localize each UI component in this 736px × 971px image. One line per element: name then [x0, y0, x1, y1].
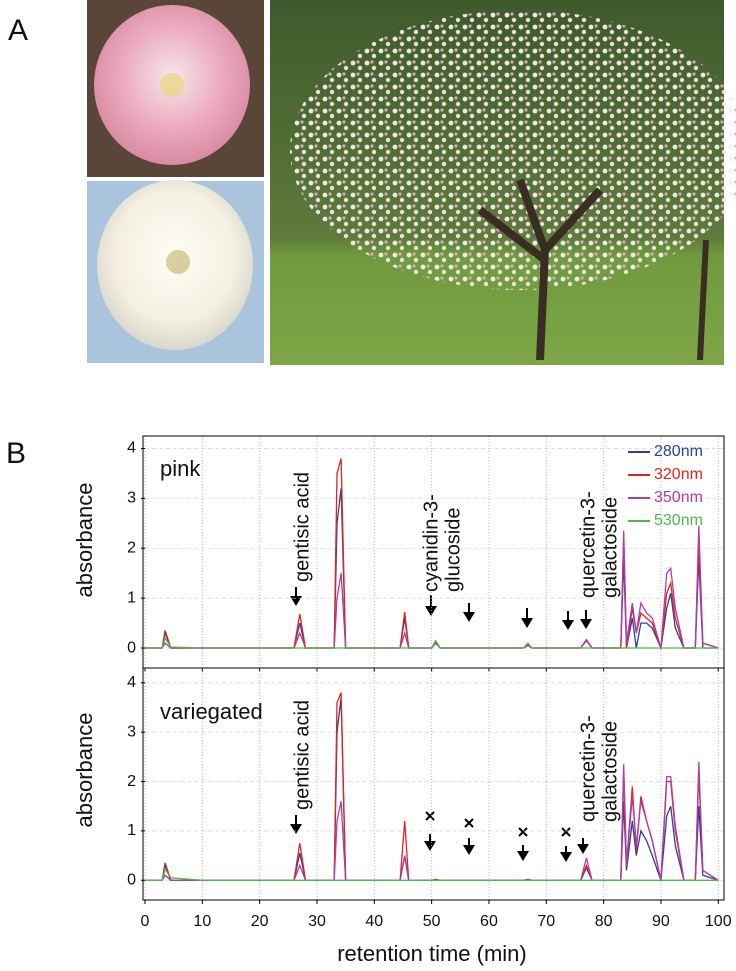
panel-text: variegated	[160, 699, 263, 724]
annotation: gentisic acid	[291, 472, 313, 582]
y-tick-label: 1	[127, 822, 136, 839]
arrow	[463, 603, 475, 622]
tree-trunk	[697, 239, 709, 361]
arrow	[517, 845, 529, 861]
x-tick-label: 100	[705, 913, 732, 930]
arrow	[463, 838, 475, 855]
annotation: gentisic acid	[291, 700, 313, 810]
plot-frame	[142, 667, 725, 901]
panel-label: B	[6, 437, 26, 470]
tree-canopy	[290, 10, 736, 290]
arrows	[290, 587, 592, 862]
annotation: galactoside	[599, 497, 621, 598]
y-tick-label: 2	[127, 773, 136, 790]
x-tick-label: 90	[652, 913, 670, 930]
x-tick-label: 80	[595, 913, 613, 930]
x-tick-label: 0	[141, 913, 150, 930]
y-axis-title: absorbance	[72, 713, 97, 828]
y-tick-label: 2	[127, 539, 136, 556]
cross-marks	[425, 811, 571, 837]
arrow	[424, 834, 436, 851]
y-tick-label: 4	[127, 440, 136, 457]
y-tick-label: 1	[127, 589, 136, 606]
annotation: quercetin-3-	[577, 715, 599, 822]
stamen	[160, 73, 184, 97]
x-tick-label: 40	[365, 913, 383, 930]
x-tick-label: 60	[480, 913, 498, 930]
arrow	[580, 610, 592, 629]
legend-label: 320nm	[654, 466, 703, 483]
arrow	[290, 587, 302, 606]
arrow	[521, 608, 533, 628]
y-tick-label: 0	[127, 639, 136, 656]
x-tick-label: 70	[537, 913, 555, 930]
y-tick-label: 4	[127, 674, 136, 691]
x-tick-label: 30	[308, 913, 326, 930]
y-tick-label: 3	[127, 723, 136, 740]
annotation: cyanidin-3-	[420, 494, 442, 592]
panel-text: pink	[160, 456, 201, 481]
y-tick-label: 0	[127, 871, 136, 888]
annotation: quercetin-3-	[577, 491, 599, 598]
y-axis-title: absorbance	[72, 483, 97, 598]
legend-label: 280nm	[654, 443, 703, 460]
arrow	[290, 815, 302, 834]
arrow	[577, 838, 589, 854]
legend-label: 350nm	[654, 489, 703, 506]
photos	[87, 0, 736, 365]
y-tick-label: 3	[127, 490, 136, 507]
arrow	[560, 846, 572, 862]
x-tick-label: 10	[193, 913, 211, 930]
tree-trunk	[477, 178, 603, 361]
legend-label: 530nm	[654, 512, 703, 529]
panel-label: A	[8, 14, 28, 47]
x-axis-title: retention time (min)	[337, 941, 527, 966]
annotation: galactoside	[599, 721, 621, 822]
arrow	[562, 611, 574, 630]
x-tick-label: 20	[251, 913, 269, 930]
series-line	[145, 867, 719, 881]
stamen	[166, 250, 190, 274]
series-line	[145, 636, 719, 649]
x-tick-label: 50	[423, 913, 441, 930]
annotation: glucoside	[442, 507, 464, 592]
arrow	[425, 595, 437, 616]
